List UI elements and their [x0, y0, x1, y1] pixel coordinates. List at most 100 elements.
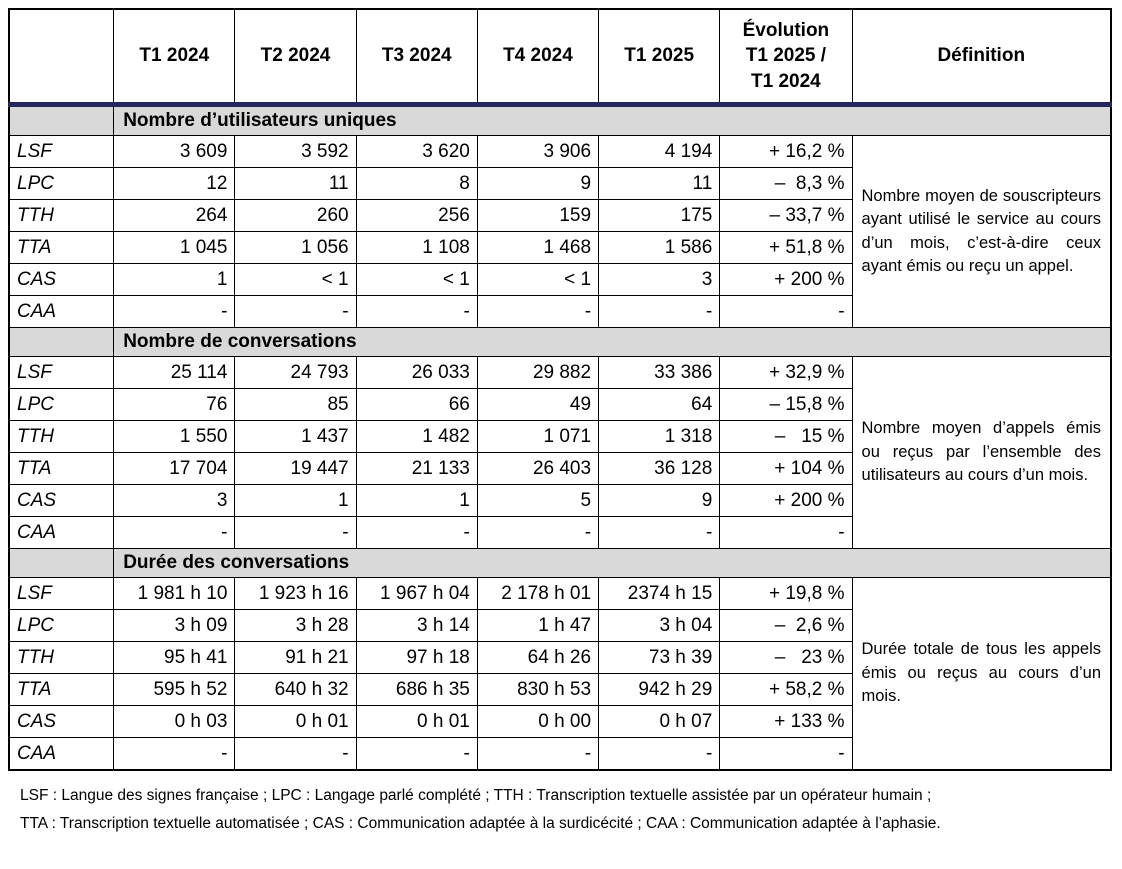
- col-header-evolution: Évolution T1 2025 / T1 2024: [719, 8, 853, 107]
- data-cell: -: [476, 516, 600, 549]
- data-cell: 29 882: [476, 356, 600, 389]
- data-cell: < 1: [355, 263, 478, 296]
- data-cell: 95 h 41: [113, 641, 236, 674]
- data-cell: 1 981 h 10: [113, 577, 236, 610]
- data-cell: -: [234, 516, 357, 549]
- evolution-cell: + 133 %: [719, 705, 853, 738]
- data-cell: 1: [234, 484, 357, 517]
- col-header-t3-2024: T3 2024: [355, 8, 478, 107]
- col-header-t1-2025: T1 2025: [598, 8, 721, 107]
- row-label: TTA: [8, 673, 115, 706]
- data-cell: 3 h 14: [355, 609, 478, 642]
- data-cell: 25 114: [113, 356, 236, 389]
- row-label: LPC: [8, 609, 115, 642]
- evolution-cell: + 32,9 %: [719, 356, 853, 389]
- data-cell: 3 h 09: [113, 609, 236, 642]
- data-cell: 2 178 h 01: [476, 577, 600, 610]
- data-cell: 9: [476, 167, 600, 200]
- evolution-cell: -: [719, 737, 853, 771]
- table-row: TTA 595 h 52 640 h 32 686 h 35 830 h 53 …: [8, 673, 1111, 706]
- data-cell: -: [598, 516, 721, 549]
- data-cell: 19 447: [234, 452, 357, 485]
- data-cell: 0 h 00: [476, 705, 600, 738]
- data-cell: 73 h 39: [598, 641, 721, 674]
- data-cell: 3 h 04: [598, 609, 721, 642]
- legend-line-2: TTA : Transcription textuelle automatisé…: [20, 814, 941, 832]
- table-row: LPC 3 h 09 3 h 28 3 h 14 1 h 47 3 h 04 –…: [8, 609, 1111, 642]
- table-row: TTA 1 045 1 056 1 108 1 468 1 586 + 51,8…: [8, 231, 1111, 264]
- data-cell: 21 133: [355, 452, 478, 485]
- quarterly-stats-table: T1 2024 T2 2024 T3 2024 T4 2024 T1 2025 …: [8, 8, 1112, 771]
- data-cell: 85: [234, 388, 357, 421]
- data-cell: 1 318: [598, 420, 721, 453]
- data-cell: 36 128: [598, 452, 721, 485]
- section-band-corner: [8, 327, 115, 357]
- data-cell: -: [355, 737, 478, 771]
- data-cell: 1 071: [476, 420, 600, 453]
- section-band-conversations: Nombre de conversations: [8, 327, 1112, 357]
- data-cell: < 1: [476, 263, 600, 296]
- data-cell: 0 h 01: [234, 705, 357, 738]
- corner-cell: [8, 8, 115, 107]
- data-cell: 26 403: [476, 452, 600, 485]
- row-label: TTA: [8, 231, 115, 264]
- row-label: LSF: [8, 135, 115, 168]
- data-cell: 159: [476, 199, 600, 232]
- definition-cell-users: Nombre moyen de souscripteurs ayant util…: [851, 135, 1112, 328]
- data-cell: 3: [598, 263, 721, 296]
- data-cell: 9: [598, 484, 721, 517]
- data-cell: 26 033: [355, 356, 478, 389]
- data-cell: -: [234, 737, 357, 771]
- table-row: CAA - - - - - -: [8, 295, 1111, 328]
- table-row: LPC 76 85 66 49 64 – 15,8 %: [8, 388, 1111, 421]
- section-title-duration: Durée des conversations: [113, 548, 1112, 578]
- evolution-cell: – 33,7 %: [719, 199, 853, 232]
- data-cell: 3 906: [476, 135, 600, 168]
- table-row: LPC 12 11 8 9 11 – 8,3 %: [8, 167, 1111, 200]
- row-label: TTH: [8, 641, 115, 674]
- evolution-cell: – 15 %: [719, 420, 853, 453]
- data-cell: 175: [598, 199, 721, 232]
- data-cell: 3: [113, 484, 236, 517]
- col-header-definition: Définition: [851, 8, 1112, 107]
- data-cell: 64: [598, 388, 721, 421]
- data-cell: 1 056: [234, 231, 357, 264]
- row-label: CAS: [8, 484, 115, 517]
- data-cell: 640 h 32: [234, 673, 357, 706]
- data-cell: -: [113, 516, 236, 549]
- data-cell: 264: [113, 199, 236, 232]
- table-row: CAS 0 h 03 0 h 01 0 h 01 0 h 00 0 h 07 +…: [8, 705, 1111, 738]
- evolution-cell: + 16,2 %: [719, 135, 853, 168]
- section-band-users: Nombre d’utilisateurs uniques: [8, 104, 1112, 136]
- data-cell: 1: [113, 263, 236, 296]
- data-cell: 0 h 03: [113, 705, 236, 738]
- data-cell: 8: [355, 167, 478, 200]
- data-cell: 1 437: [234, 420, 357, 453]
- data-cell: 595 h 52: [113, 673, 236, 706]
- row-label: TTH: [8, 199, 115, 232]
- data-cell: -: [598, 295, 721, 328]
- row-label: CAS: [8, 263, 115, 296]
- row-label: CAA: [8, 737, 115, 771]
- row-label: CAS: [8, 705, 115, 738]
- data-cell: 2374 h 15: [598, 577, 721, 610]
- table-row: TTH 95 h 41 91 h 21 97 h 18 64 h 26 73 h…: [8, 641, 1111, 674]
- table-row: LSF 25 114 24 793 26 033 29 882 33 386 +…: [8, 356, 1112, 549]
- data-cell: -: [476, 295, 600, 328]
- data-cell: -: [598, 737, 721, 771]
- data-cell: 0 h 07: [598, 705, 721, 738]
- table-row: TTH 1 550 1 437 1 482 1 071 1 318 – 15 %: [8, 420, 1111, 453]
- data-cell: 1: [355, 484, 478, 517]
- evolution-cell: + 58,2 %: [719, 673, 853, 706]
- data-cell: 33 386: [598, 356, 721, 389]
- data-cell: 0 h 01: [355, 705, 478, 738]
- row-label: TTH: [8, 420, 115, 453]
- evolution-cell: – 15,8 %: [719, 388, 853, 421]
- row-label: CAA: [8, 295, 115, 328]
- data-cell: 11: [234, 167, 357, 200]
- data-cell: 12: [113, 167, 236, 200]
- data-cell: -: [113, 295, 236, 328]
- evolution-cell: -: [719, 516, 853, 549]
- row-label: LSF: [8, 356, 115, 389]
- data-cell: 1 045: [113, 231, 236, 264]
